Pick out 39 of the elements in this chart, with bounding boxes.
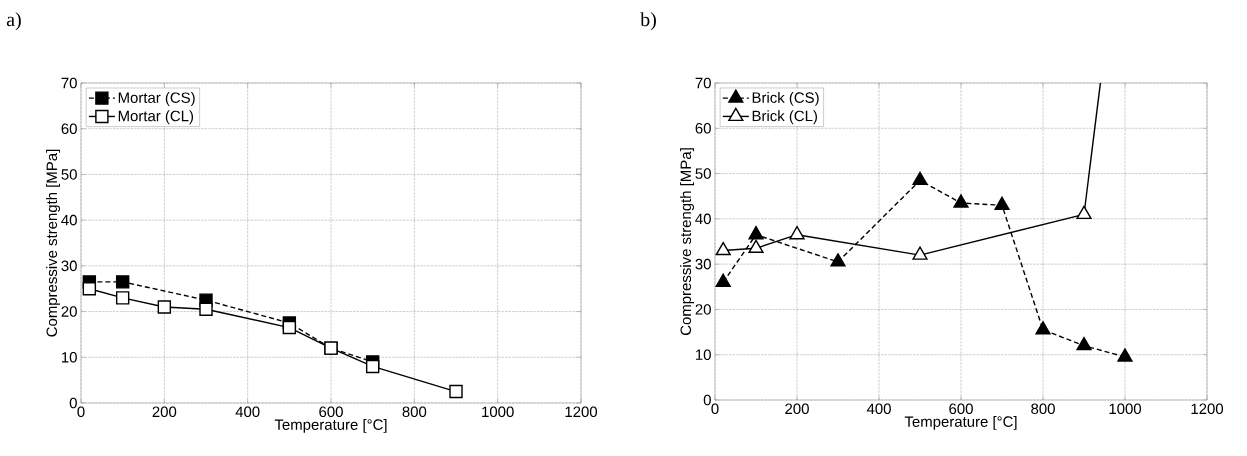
x-tick-label: 800 [1031, 403, 1055, 415]
legend-label: Brick (CS) [752, 91, 819, 106]
x-tick-label: 0 [711, 403, 719, 415]
y-tick-label: 20 [695, 304, 711, 315]
x-tick-label: 400 [866, 403, 891, 415]
y-tick-label: 10 [696, 349, 711, 360]
legend-label: Brick (CL) [752, 110, 817, 125]
x-tick-label: 600 [949, 403, 973, 415]
y-tick-label: 70 [695, 77, 711, 89]
y-tick-label: 40 [695, 213, 711, 225]
x-tick-label: 1000 [482, 406, 514, 418]
x-tick-label: 0 [77, 406, 85, 418]
legend-label: Mortar (CS) [118, 91, 195, 106]
x-tick-label: 800 [402, 406, 427, 418]
legend-label: Mortar (CL) [118, 110, 194, 125]
chart-title: a) [6, 12, 21, 31]
x-tick-label: 600 [319, 406, 343, 418]
y-tick-label: 40 [61, 214, 77, 226]
y-tick-label: 0 [703, 394, 711, 406]
y-axis-title: Compressive strength [MPa] [46, 149, 61, 337]
y-tick-label: 60 [695, 122, 711, 134]
x-axis-title: Temperature [°C] [904, 415, 1017, 430]
x-tick-label: 1200 [1191, 403, 1224, 415]
x-tick-label: 1200 [565, 406, 598, 418]
y-axis-title: Compressive strength [MPa] [680, 148, 695, 335]
x-tick-label: 200 [152, 406, 177, 418]
x-axis-title: Temperature [°C] [274, 418, 387, 433]
y-tick-label: 10 [62, 351, 77, 363]
chart-title: b) [640, 12, 656, 31]
y-tick-label: 30 [61, 260, 77, 272]
y-tick-label: 70 [61, 77, 77, 89]
x-tick-label: 200 [785, 403, 809, 415]
y-tick-label: 30 [695, 258, 711, 270]
x-tick-label: 400 [235, 406, 260, 418]
y-tick-label: 50 [61, 169, 77, 180]
y-tick-label: 50 [695, 168, 711, 179]
x-tick-label: 1000 [1109, 403, 1142, 415]
y-tick-label: 20 [61, 306, 77, 317]
y-tick-label: 60 [61, 123, 77, 134]
